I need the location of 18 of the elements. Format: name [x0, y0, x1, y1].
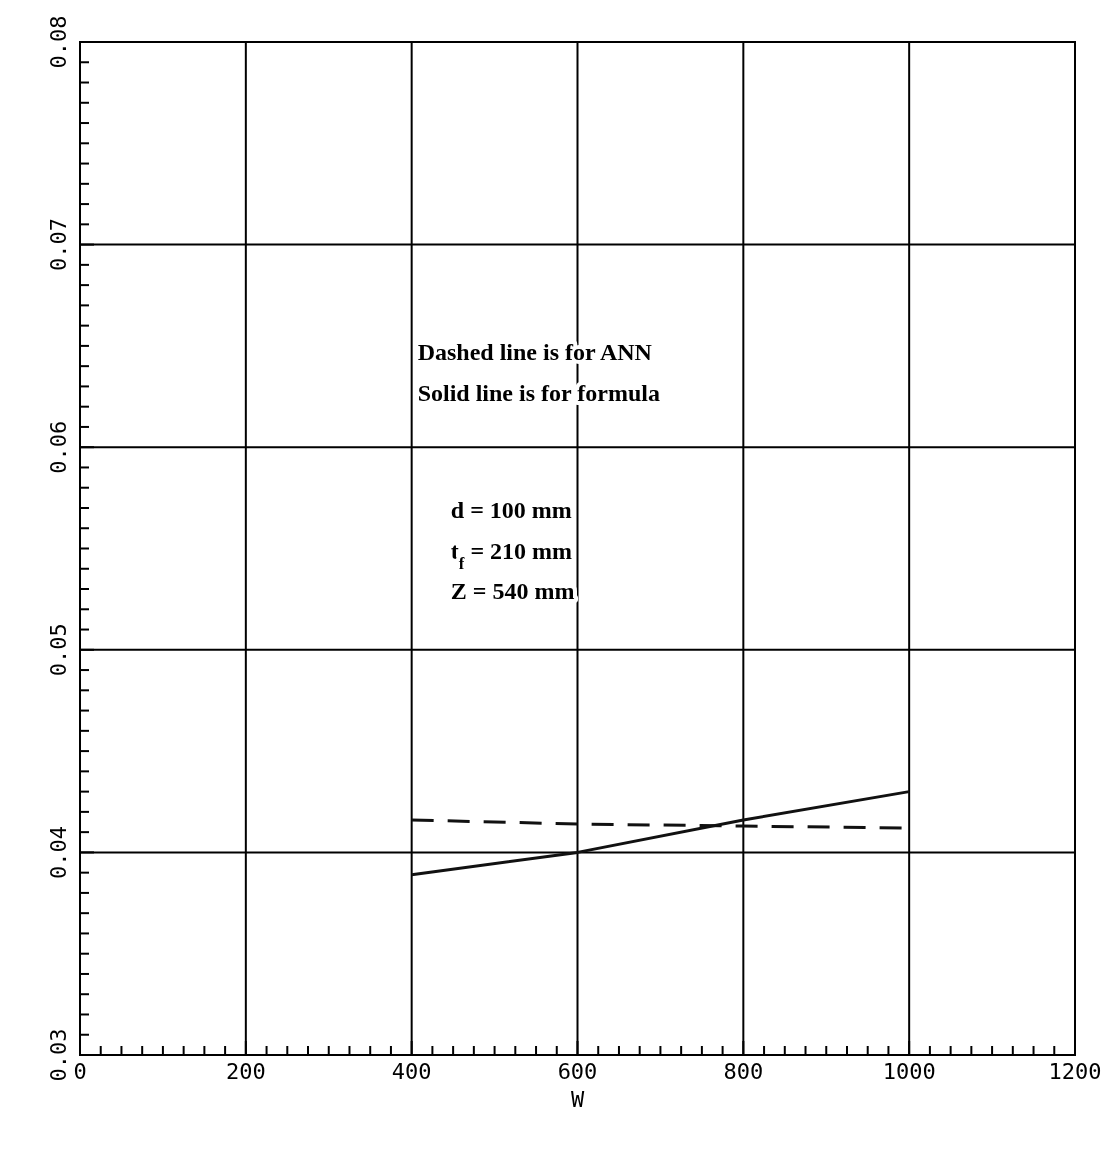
- x-tick-label: 1200: [1048, 1059, 1102, 1084]
- y-tick-label: 0.03: [46, 1028, 71, 1082]
- x-tick-label: 1000: [882, 1059, 936, 1084]
- y-tick-label: 0.07: [46, 218, 71, 272]
- y-tick-label: 0.04: [46, 825, 71, 879]
- x-axis-title: W: [570, 1087, 585, 1112]
- y-tick-label: 0.05: [46, 623, 71, 677]
- annotation: t$_{f}$ = 210 mm: [450, 537, 573, 573]
- x-tick-label: 200: [225, 1059, 266, 1084]
- y-tick-label: 0.06: [46, 420, 71, 474]
- annotation: d = 100 mm: [450, 497, 572, 524]
- x-tick-label: 600: [557, 1059, 598, 1084]
- x-tick-label: 0: [73, 1059, 87, 1084]
- x-tick-label: 800: [723, 1059, 764, 1084]
- x-tick-label: 400: [391, 1059, 432, 1084]
- y-tick-label: 0.08: [46, 15, 71, 69]
- line-series: [410, 790, 911, 877]
- annotation: Z = 540 mm: [450, 578, 575, 605]
